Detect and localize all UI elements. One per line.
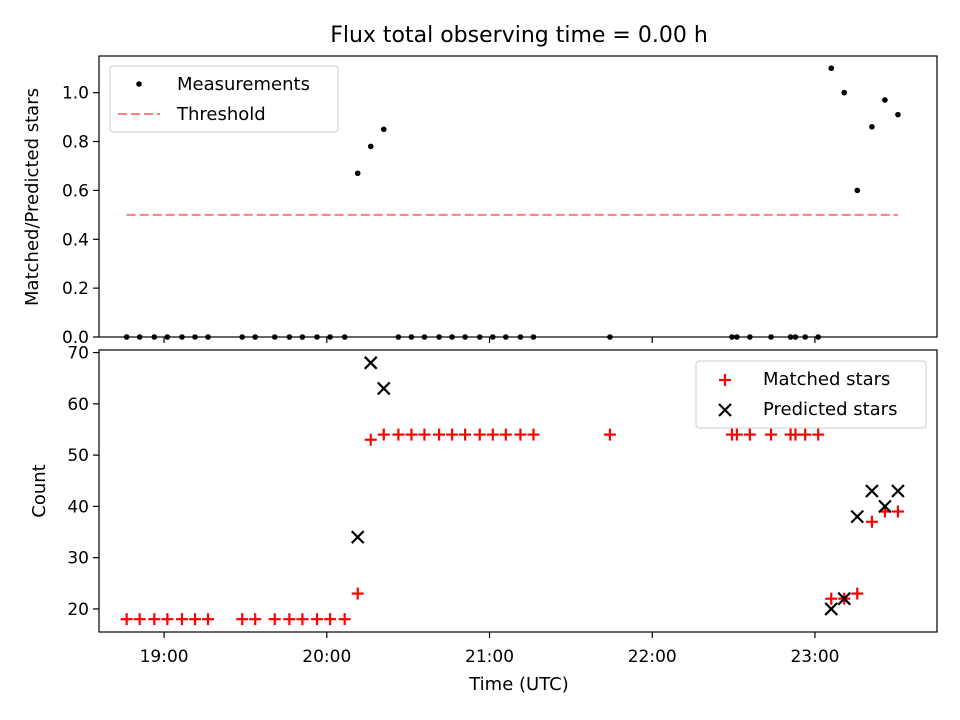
matched-stars-point (296, 613, 309, 626)
measurement-point (854, 187, 861, 194)
matched-stars-point (799, 428, 812, 441)
predicted-stars-point (837, 591, 852, 606)
matched-stars-point (765, 428, 778, 441)
matched-stars-point (730, 428, 743, 441)
predicted-stars-point (824, 602, 839, 616)
matched-stars-point (865, 515, 878, 528)
legend-predicted-label: Predicted stars (763, 399, 897, 420)
legend-matched-marker (719, 374, 731, 386)
matched-stars-point (514, 428, 527, 441)
matched-stars-point (499, 428, 512, 441)
top-x-ticks (163, 337, 816, 343)
measurement-point (869, 124, 875, 130)
matched-stars-point (175, 613, 188, 626)
legend-predicted-marker (718, 403, 732, 417)
top-legend-box (109, 65, 339, 133)
bottom-panel: 20 30 40 50 60 70 19:00 20:00 21:00 22:00 23:00 C… (29, 344, 938, 695)
matched-stars-point (311, 613, 324, 626)
matched-stars-point (433, 428, 446, 441)
predicted-stars-point (891, 484, 905, 498)
predicted-stars-point (350, 530, 365, 544)
measurement-point (841, 89, 848, 96)
chart-title: Flux total observing time = 0.00 h (330, 23, 708, 48)
measurement-point (895, 111, 901, 118)
bottom-y-tick-label: 40 (67, 497, 89, 517)
matched-stars-point (283, 613, 296, 626)
bottom-x-tick-label: 20:00 (302, 647, 351, 667)
matched-stars-point (133, 613, 146, 626)
bottom-y-tick-label: 30 (67, 549, 89, 569)
matched-stars-point (364, 433, 377, 446)
bottom-x-tick-label: 22:00 (628, 647, 677, 667)
matched-stars-point (189, 613, 202, 626)
predicted-stars-point (878, 499, 892, 514)
matched-stars-point (486, 428, 499, 441)
matched-stars-point (161, 613, 174, 626)
matched-stars-point (743, 428, 756, 441)
predicted-stars-point (363, 356, 378, 370)
matched-stars-point (527, 428, 540, 441)
measurement-point (828, 65, 835, 72)
legend-measurements-marker (136, 81, 142, 87)
matched-stars-point (377, 428, 390, 441)
bottom-legend: Matched stars Predicted stars (695, 360, 927, 429)
bottom-legend-box (695, 360, 927, 429)
matched-stars-point (459, 428, 472, 441)
top-y-tick-label: 0.2 (62, 279, 89, 299)
bottom-y-tick-label: 60 (67, 395, 89, 415)
matched-stars-point (891, 505, 904, 518)
matched-stars-point (324, 613, 337, 626)
top-y-tick-label: 0.8 (62, 133, 89, 153)
predicted-stars-point (865, 484, 879, 498)
bottom-marks-group (120, 356, 905, 626)
measurement-point (354, 170, 361, 177)
legend-threshold-label: Threshold (176, 104, 266, 125)
bottom-y-axis-label: Count (29, 464, 50, 517)
bottom-y-ticks: 20 30 40 50 60 70 (67, 344, 99, 620)
matched-stars-point (405, 428, 418, 441)
bottom-x-tick-label: 23:00 (790, 647, 839, 667)
matched-stars-point (236, 613, 249, 626)
bottom-y-tick-label: 50 (67, 446, 89, 466)
bottom-x-tick-label: 21:00 (465, 647, 514, 667)
predicted-stars-point (850, 509, 865, 524)
bottom-x-tick-label: 19:00 (140, 647, 189, 667)
top-y-ticks: 0.0 0.2 0.4 0.6 0.8 1.0 (62, 84, 99, 348)
top-y-tick-label: 1.0 (62, 84, 89, 104)
bottom-plot-frame (98, 349, 938, 633)
matched-stars-point (351, 587, 364, 600)
top-y-axis-label: Matched/Predicted stars (22, 88, 43, 306)
bottom-x-ticks: 19:00 20:00 21:00 22:00 23:00 (140, 632, 839, 667)
legend-matched-label: Matched stars (763, 369, 890, 390)
matched-stars-point (812, 428, 825, 441)
matched-stars-point (202, 613, 215, 626)
measurement-point (380, 126, 387, 133)
top-legend: Measurements Threshold (109, 65, 339, 133)
matched-stars-point (825, 592, 838, 605)
predicted-stars-point (376, 381, 391, 396)
matched-stars-point (392, 428, 405, 441)
matched-stars-point (338, 613, 351, 626)
matched-stars-point (851, 587, 864, 600)
top-y-tick-label: 0.0 (62, 328, 89, 348)
top-y-tick-label: 0.4 (62, 230, 89, 250)
matched-stars-point (120, 613, 133, 626)
matched-stars-point (473, 428, 486, 441)
matched-stars-point (249, 613, 262, 626)
measurement-point (367, 143, 374, 150)
matched-stars-point (446, 428, 459, 441)
matched-stars-point (148, 613, 161, 626)
bottom-y-tick-label: 70 (67, 344, 89, 364)
top-y-tick-label: 0.6 (62, 181, 89, 201)
top-panel: 0.0 0.2 0.4 0.6 0.8 1.0 Matched/Predicted sta… (22, 55, 938, 348)
matched-stars-point (418, 428, 431, 441)
x-axis-label: Time (UTC) (468, 674, 569, 695)
legend-measurements-label: Measurements (177, 74, 310, 95)
measurement-point (882, 97, 888, 103)
matched-stars-point (603, 428, 616, 441)
matched-stars-point (268, 613, 281, 626)
bottom-y-tick-label: 20 (67, 600, 89, 620)
top-plot-frame (98, 55, 938, 338)
